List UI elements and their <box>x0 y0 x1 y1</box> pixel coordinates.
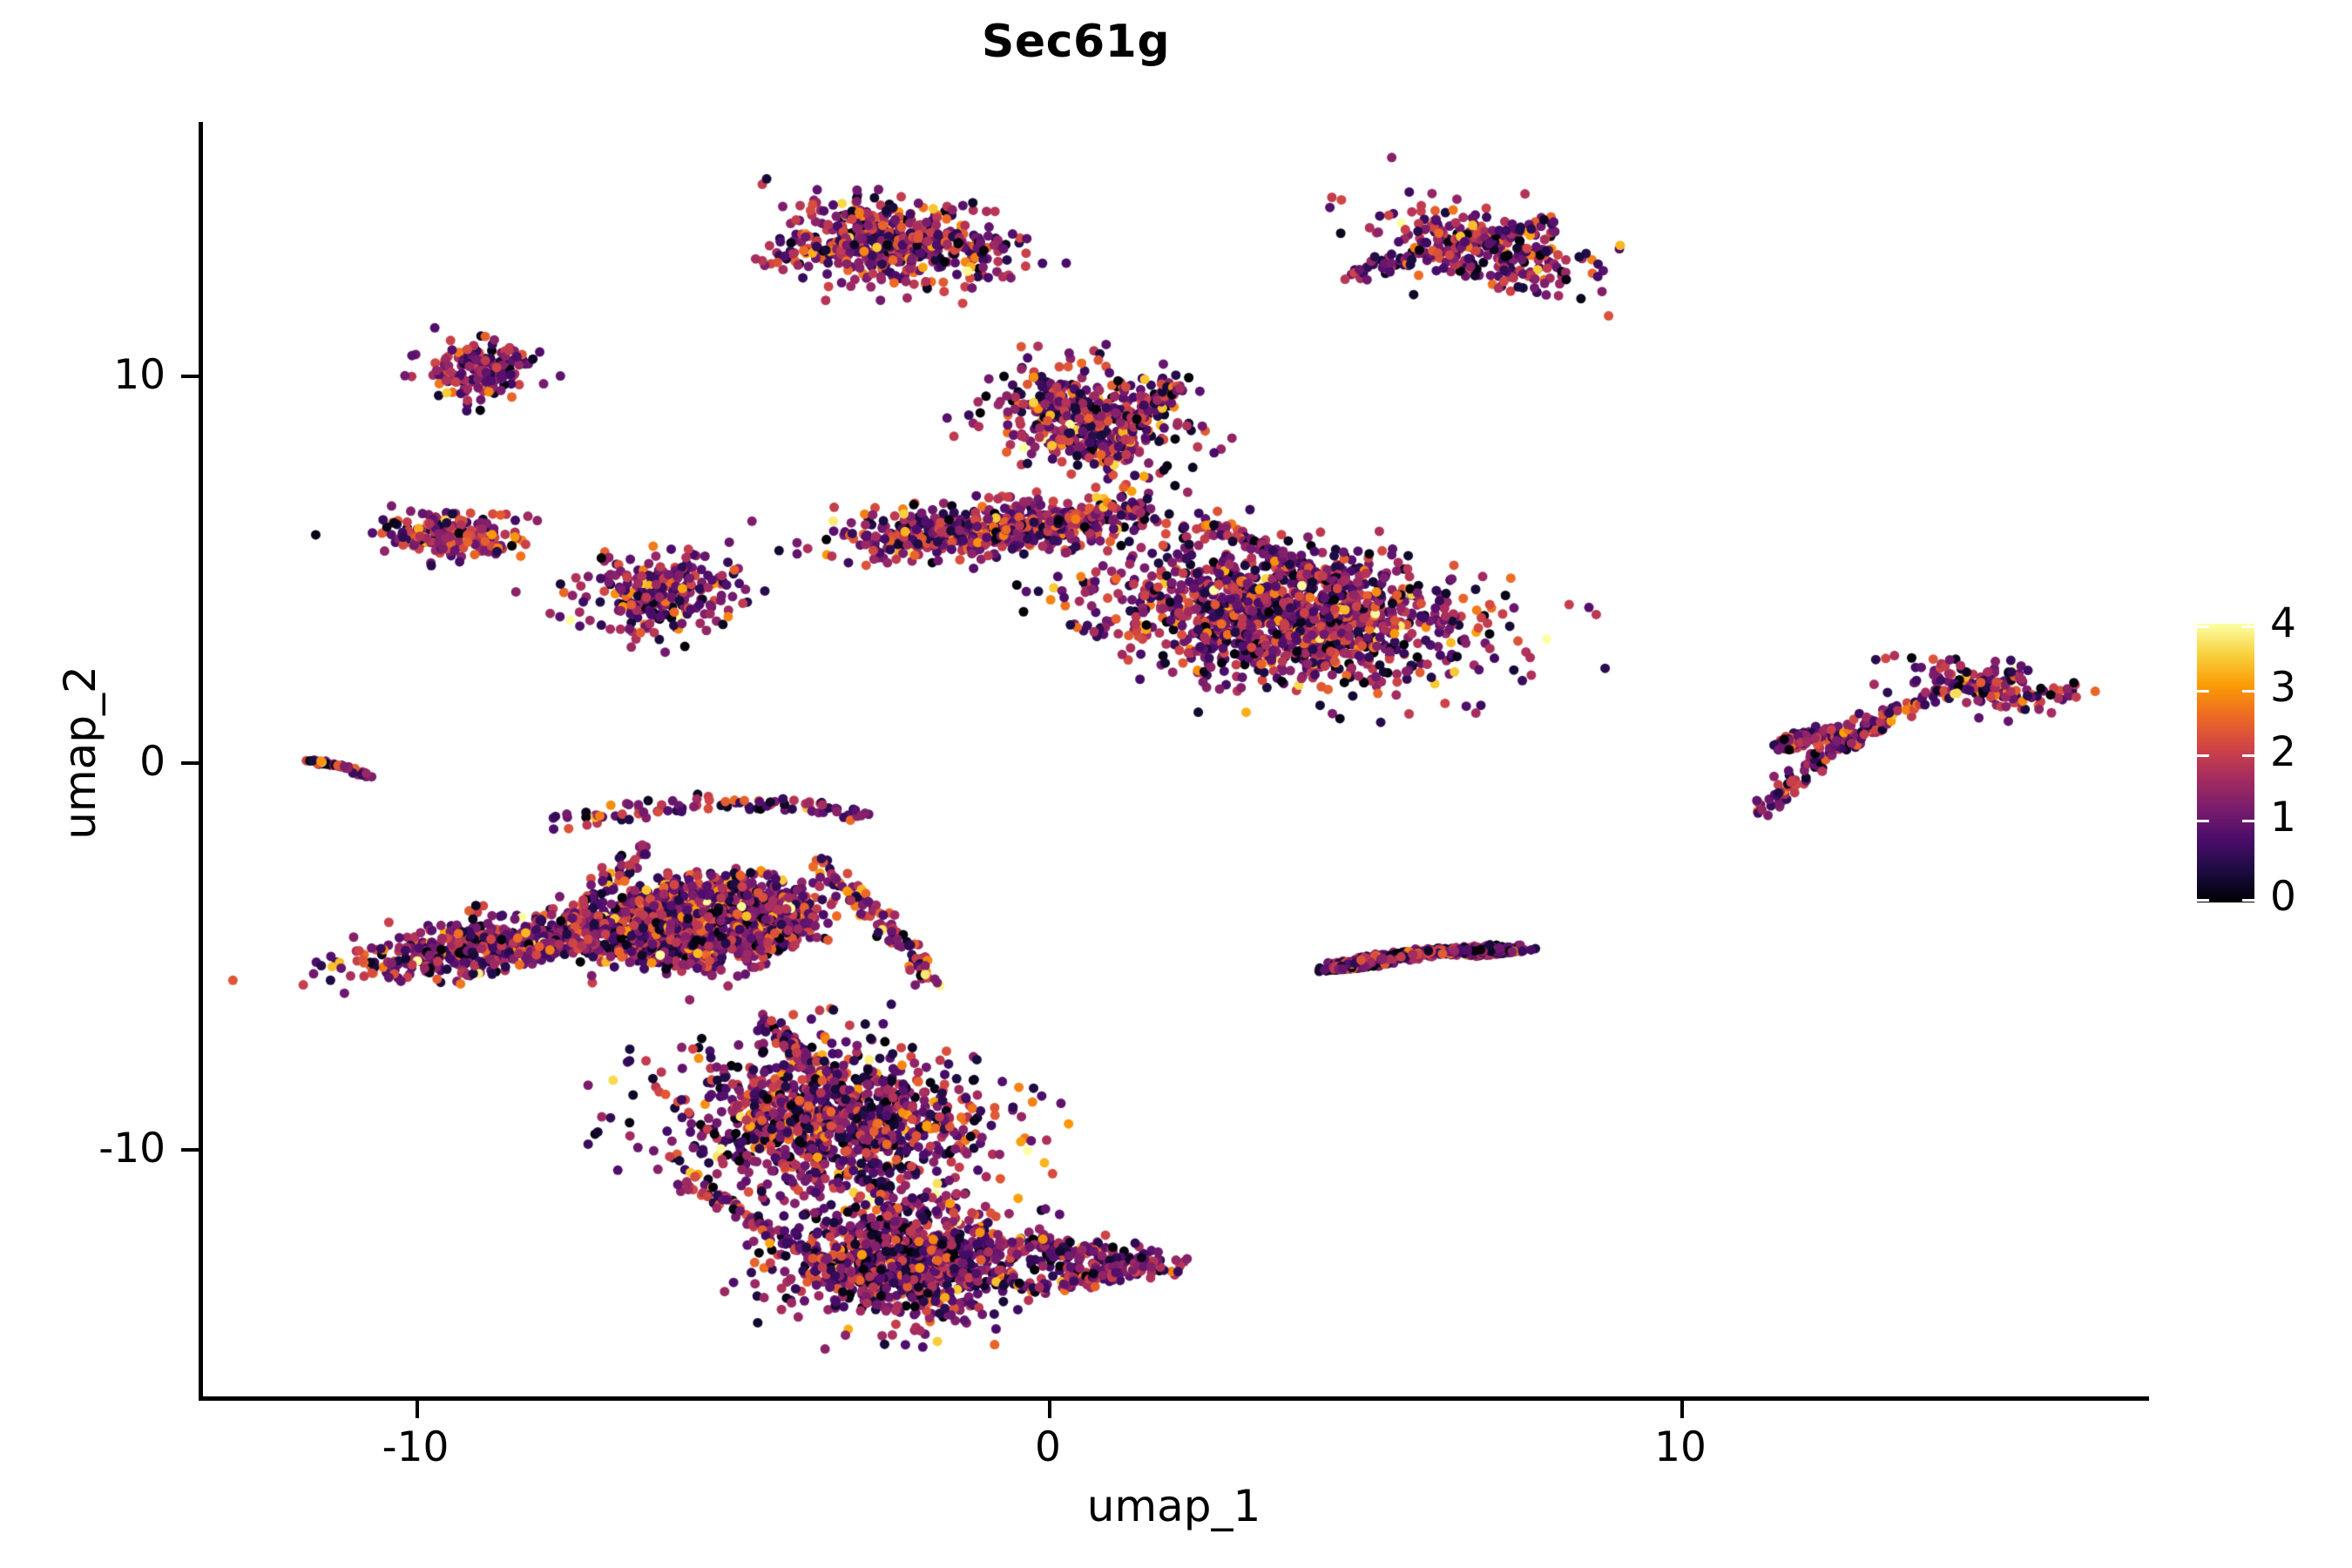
colorbar-label-0: 0 <box>2270 873 2296 921</box>
colorbar-tick-4-left <box>2197 625 2209 628</box>
plot-area <box>199 122 2149 1398</box>
colorbar-tick-1-left <box>2197 820 2209 822</box>
colorbar-tick-1 <box>2242 820 2254 822</box>
x-axis-label: umap_1 <box>1086 1481 1261 1531</box>
x-tick-label-neg10: -10 <box>382 1423 449 1471</box>
colorbar-label-2: 2 <box>2270 728 2296 776</box>
colorbar-tick-2 <box>2242 754 2254 757</box>
y-tick-mark-0 <box>181 761 199 765</box>
colorbar-tick-3 <box>2242 690 2254 693</box>
y-tick-label-neg10: -10 <box>98 1125 166 1173</box>
y-tick-mark-neg10 <box>181 1148 199 1152</box>
x-tick-mark-10 <box>1680 1401 1684 1418</box>
x-tick-label-10: 10 <box>1654 1423 1707 1471</box>
colorbar-tick-2-left <box>2197 754 2209 757</box>
colorbar <box>2197 624 2254 902</box>
colorbar-tick-0-left <box>2197 899 2209 902</box>
colorbar-label-1: 1 <box>2270 794 2296 841</box>
x-axis-spine <box>199 1396 2149 1401</box>
y-tick-label-10: 10 <box>113 351 166 399</box>
colorbar-gradient <box>2197 624 2254 902</box>
colorbar-tick-0 <box>2242 899 2254 902</box>
y-tick-label-0: 0 <box>139 738 166 786</box>
x-tick-mark-neg10 <box>416 1401 419 1418</box>
page-title: Sec61g <box>981 16 1171 68</box>
colorbar-tick-3-left <box>2197 690 2209 693</box>
colorbar-label-3: 3 <box>2270 664 2296 712</box>
y-tick-mark-10 <box>181 375 199 378</box>
colorbar-label-4: 4 <box>2270 599 2296 647</box>
colorbar-tick-4 <box>2242 625 2254 628</box>
y-axis-label: umap_2 <box>55 666 105 840</box>
scatter-canvas <box>199 122 2149 1398</box>
x-tick-label-0: 0 <box>1035 1423 1061 1471</box>
x-tick-mark-0 <box>1048 1401 1051 1418</box>
